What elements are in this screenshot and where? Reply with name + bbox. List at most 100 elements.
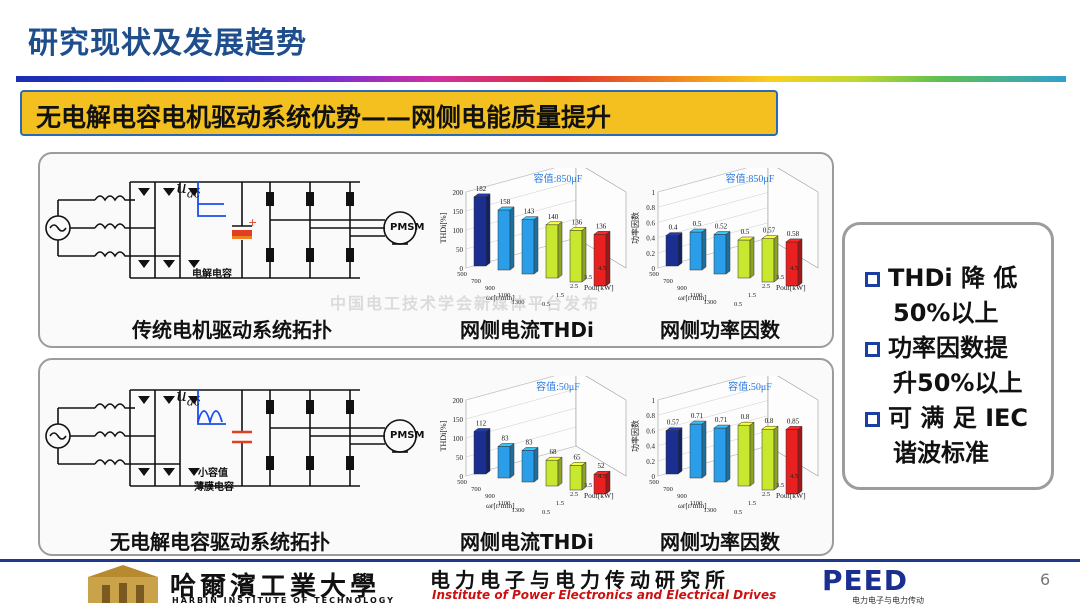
bar-top bbox=[713, 424, 731, 429]
x-tick-label: 700 bbox=[663, 486, 673, 493]
watermark: 中国电工技术学会新媒体平台发布 bbox=[330, 294, 601, 313]
x-tick-label: 500 bbox=[649, 271, 659, 278]
z-tick-label: 2.5 bbox=[762, 491, 770, 498]
z-tick-label: 4.5 bbox=[790, 265, 798, 272]
bar-top bbox=[761, 425, 779, 430]
title-divider bbox=[16, 76, 1066, 82]
x-axis-label: ωr[r/min] bbox=[678, 501, 707, 510]
z-axis-label: Pout[kW] bbox=[776, 283, 806, 292]
z-tick-label: 2.5 bbox=[762, 283, 770, 290]
udc-sub: dc bbox=[186, 187, 201, 201]
page-number: 6 bbox=[1040, 570, 1051, 589]
electrolytic-cap-label: 电解电容 bbox=[192, 269, 232, 280]
bar-side bbox=[677, 427, 683, 475]
bar-value-label: 0.58 bbox=[787, 230, 800, 238]
bar-side bbox=[725, 424, 731, 483]
bar-value-label: 140 bbox=[548, 213, 559, 221]
bar-top bbox=[569, 227, 587, 231]
bar-side bbox=[725, 230, 731, 275]
footer-divider bbox=[0, 559, 1080, 562]
pmsm-label-2: PMSM bbox=[390, 430, 425, 441]
y-axis-label: THDi[%] bbox=[439, 212, 448, 243]
x-axis-label: ωr[r/min] bbox=[486, 293, 515, 302]
x-axis-label: ωr[r/min] bbox=[678, 293, 707, 302]
bar-top bbox=[785, 238, 803, 243]
university-name-cn: 哈爾濱工業大學 bbox=[170, 572, 381, 602]
bar-top bbox=[545, 221, 563, 226]
pmsm-label: PMSM bbox=[390, 222, 425, 233]
z-tick-label: 2.5 bbox=[570, 491, 578, 498]
x-tick-label: 900 bbox=[485, 493, 495, 500]
institute-name-cn: 电力电子与电力传动研究所 bbox=[430, 568, 730, 592]
plus-sign: + bbox=[248, 216, 258, 229]
z-tick-label: 3.5 bbox=[584, 482, 592, 489]
gridline bbox=[465, 376, 555, 401]
traditional-circuit-caption: 传统电机驱动系统拓扑 bbox=[132, 318, 332, 342]
bar-top bbox=[497, 206, 515, 211]
bar bbox=[569, 230, 583, 283]
x-tick-label: 1100 bbox=[690, 292, 703, 299]
y-tick-label: 150 bbox=[453, 208, 464, 216]
y-tick-label: 0.2 bbox=[646, 250, 655, 258]
y-tick-label: 1 bbox=[652, 189, 656, 197]
chart-title: 容值:50μF bbox=[728, 380, 772, 393]
bar bbox=[689, 423, 703, 479]
peed-logo: PEED bbox=[822, 564, 909, 597]
bar-side bbox=[701, 420, 707, 479]
benefit-pf: 功率因数提 bbox=[865, 331, 1049, 366]
bar-value-label: 0.8 bbox=[765, 417, 774, 425]
y-tick-label: 0 bbox=[652, 265, 656, 273]
bar bbox=[713, 234, 727, 275]
udc-sub-2: dc bbox=[186, 395, 201, 409]
y-tick-label: 200 bbox=[453, 189, 464, 197]
z-axis-label: Pout[kW] bbox=[776, 491, 806, 500]
z-tick-label: 1.5 bbox=[556, 500, 564, 507]
bar-top bbox=[737, 236, 755, 241]
square-bullet-icon bbox=[865, 412, 880, 427]
bar bbox=[689, 231, 703, 271]
x-tick-label: 900 bbox=[677, 285, 687, 292]
bar-top bbox=[545, 456, 563, 461]
x-tick-label: 700 bbox=[471, 486, 481, 493]
x-axis-label: ωr[r/min] bbox=[486, 501, 515, 510]
gridline bbox=[657, 192, 769, 223]
bar-side bbox=[509, 442, 515, 479]
bar bbox=[473, 196, 487, 267]
y-tick-label: 0.6 bbox=[646, 427, 655, 435]
y-tick-label: 1 bbox=[652, 397, 656, 405]
z-tick-label: 0.5 bbox=[734, 509, 742, 516]
x-tick-label: 1300 bbox=[512, 299, 525, 306]
bar-top bbox=[785, 426, 803, 430]
bar bbox=[785, 429, 799, 495]
chart-side-wall bbox=[575, 376, 627, 477]
page-title: 研究现状及发展趋势 bbox=[28, 26, 307, 61]
bar bbox=[545, 224, 559, 279]
bar bbox=[785, 241, 799, 287]
y-tick-label: 0 bbox=[652, 473, 656, 481]
bar-value-label: 83 bbox=[526, 438, 534, 446]
z-axis-label: Pout[kW] bbox=[584, 283, 614, 292]
z-tick-label: 2.5 bbox=[570, 283, 578, 290]
bar-value-label: 0.71 bbox=[715, 416, 728, 424]
x-tick-label: 500 bbox=[649, 479, 659, 486]
y-tick-label: 0.6 bbox=[646, 219, 655, 227]
benefits-box: THDi 降 低 50%以上 功率因数提 升50%以上 可 满 足 IEC 谐波… bbox=[842, 222, 1054, 490]
bar-top bbox=[521, 447, 539, 451]
gridline bbox=[657, 400, 769, 431]
y-tick-label: 200 bbox=[453, 397, 464, 405]
chart-thdi-850: 0 50 100 150 200 容值:850μF THDi[%] 182 158 143 140 1… bbox=[439, 168, 627, 308]
z-tick-label: 1.5 bbox=[556, 292, 564, 299]
bar-value-label: 0.5 bbox=[693, 220, 702, 228]
udc-label: u bbox=[176, 178, 187, 198]
benefit-thdi: THDi 降 低 bbox=[865, 261, 1049, 296]
bar-top bbox=[497, 443, 515, 447]
y-tick-label: 0.4 bbox=[646, 443, 655, 451]
bar bbox=[713, 427, 727, 483]
film-cap-label-2: 薄膜电容 bbox=[194, 482, 234, 493]
udc-label-2: u bbox=[176, 386, 187, 406]
gridline bbox=[657, 168, 747, 193]
bar-value-label: 136 bbox=[596, 222, 607, 230]
bar-value-label: 158 bbox=[500, 198, 511, 206]
bar-value-label: 0.57 bbox=[667, 419, 680, 427]
y-tick-label: 150 bbox=[453, 416, 464, 424]
